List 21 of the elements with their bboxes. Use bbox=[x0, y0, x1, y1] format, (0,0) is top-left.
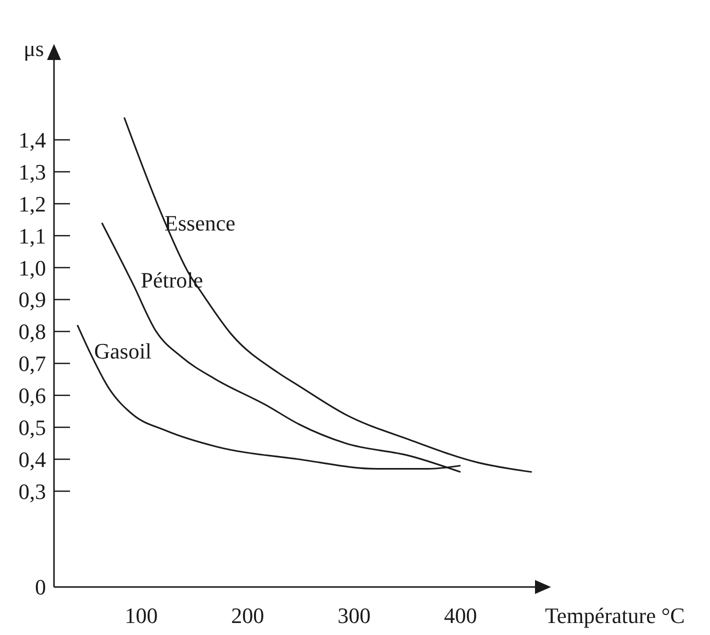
y-tick-label: 1,0 bbox=[18, 255, 46, 280]
y-tick-label: 1,4 bbox=[18, 128, 46, 153]
x-axis-title: Température °C bbox=[545, 603, 685, 628]
x-tick-label: 100 bbox=[124, 603, 158, 628]
legend-label: Gasoil bbox=[94, 338, 152, 364]
series-label: Essence bbox=[164, 210, 236, 236]
y-axis-title: μs bbox=[24, 36, 44, 61]
x-tick-label: 300 bbox=[338, 603, 371, 628]
x-tick-label: 200 bbox=[231, 603, 264, 628]
y-tick-label: 0 bbox=[35, 574, 46, 600]
y-tick-label: 0,5 bbox=[18, 415, 46, 440]
y-tick-label: 0,6 bbox=[18, 383, 46, 408]
y-tick-label: 1,3 bbox=[18, 159, 46, 184]
x-tick-label: 400 bbox=[444, 603, 478, 628]
y-tick-label: 1,1 bbox=[18, 223, 46, 248]
y-tick-label: 1,2 bbox=[18, 191, 46, 216]
y-tick-label: 0,4 bbox=[18, 446, 46, 472]
y-tick-label: 0,8 bbox=[18, 319, 46, 344]
y-tick-label: 0,7 bbox=[18, 351, 46, 376]
y-tick-label: 0,3 bbox=[18, 478, 46, 504]
y-tick-label: 0,9 bbox=[18, 287, 46, 312]
